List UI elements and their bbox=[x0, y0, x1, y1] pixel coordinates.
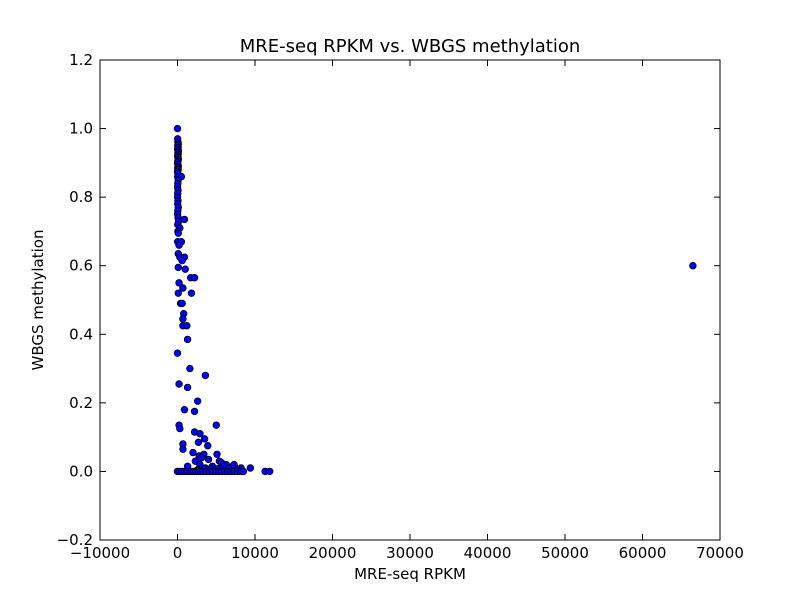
data-point bbox=[189, 448, 197, 457]
data-point bbox=[175, 241, 183, 249]
data-point bbox=[196, 430, 204, 438]
data-point bbox=[187, 289, 196, 297]
data-point bbox=[213, 450, 221, 458]
y-tick-label: 1.0 bbox=[69, 120, 93, 138]
data-point bbox=[174, 263, 182, 272]
data-point bbox=[175, 380, 183, 388]
x-tick-label: 60000 bbox=[619, 544, 667, 562]
data-point bbox=[197, 454, 206, 462]
data-point bbox=[178, 299, 186, 308]
data-point bbox=[246, 464, 255, 472]
data-point bbox=[204, 442, 212, 450]
x-tick-label: 20000 bbox=[309, 544, 357, 562]
data-point bbox=[186, 364, 194, 373]
y-tick-label: −0.2 bbox=[57, 531, 93, 549]
data-points bbox=[173, 124, 697, 476]
data-point bbox=[212, 421, 220, 429]
data-point bbox=[194, 438, 203, 446]
data-point bbox=[173, 124, 182, 133]
data-point bbox=[183, 322, 191, 330]
data-point bbox=[180, 215, 189, 224]
data-point bbox=[190, 407, 199, 416]
y-tick-label: 1.2 bbox=[69, 51, 93, 69]
data-point bbox=[175, 279, 183, 287]
data-point bbox=[239, 467, 248, 476]
y-axis-label: WBGS methylation bbox=[29, 230, 47, 371]
x-tick-label: 50000 bbox=[541, 544, 589, 562]
data-point bbox=[174, 289, 182, 297]
plot-area: −10000 0 10000 20000 30000 40000 50000 60000 700… bbox=[57, 51, 744, 562]
data-point bbox=[178, 256, 186, 265]
data-point bbox=[183, 383, 192, 392]
y-tick-label: 0.4 bbox=[69, 325, 93, 343]
data-point bbox=[180, 406, 189, 414]
data-point bbox=[174, 229, 182, 237]
chart-title: MRE-seq RPKM vs. WBGS methylation bbox=[240, 36, 581, 57]
data-point bbox=[190, 274, 199, 282]
data-point bbox=[173, 349, 182, 357]
data-point bbox=[200, 435, 209, 443]
x-tick-label: −10000 bbox=[70, 544, 130, 562]
y-tick-label: 0.2 bbox=[69, 394, 93, 412]
data-point bbox=[266, 467, 274, 476]
data-point bbox=[689, 262, 697, 270]
data-point bbox=[204, 455, 213, 464]
y-tick-label: 0.0 bbox=[69, 462, 93, 480]
data-point bbox=[181, 265, 189, 273]
x-tick-label: 10000 bbox=[231, 544, 279, 562]
data-point bbox=[201, 371, 210, 380]
x-tick-label: 0 bbox=[173, 544, 183, 562]
data-point bbox=[179, 315, 187, 323]
x-tick-label: 40000 bbox=[464, 544, 512, 562]
y-tick-label: 0.8 bbox=[69, 188, 93, 206]
x-tick-label: 70000 bbox=[696, 544, 744, 562]
data-point bbox=[179, 445, 187, 453]
data-point bbox=[183, 335, 192, 344]
data-point bbox=[179, 284, 187, 292]
data-point bbox=[193, 397, 202, 405]
data-point bbox=[176, 424, 184, 433]
y-tick-label: 0.6 bbox=[69, 257, 93, 275]
x-axis-label: MRE-seq RPKM bbox=[354, 565, 466, 583]
x-tick-label: 30000 bbox=[386, 544, 434, 562]
axis-ticks: −10000 0 10000 20000 30000 40000 50000 60000 700… bbox=[57, 51, 744, 562]
